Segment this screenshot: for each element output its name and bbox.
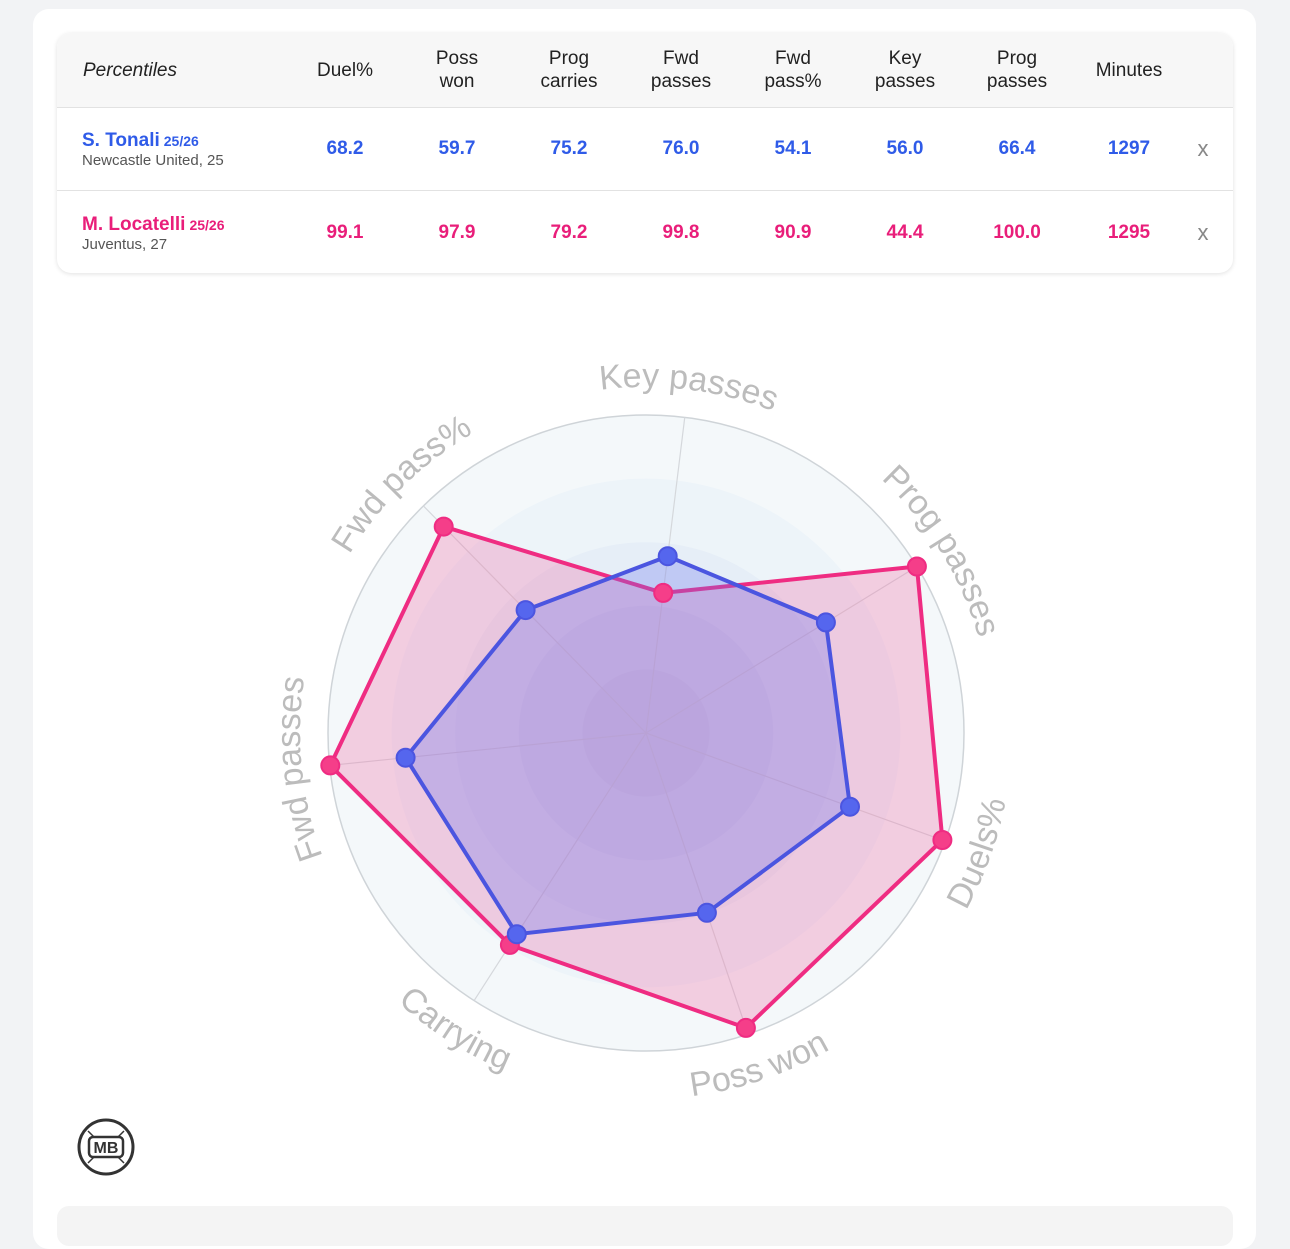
cell-poss-won: 97.9 <box>438 222 476 243</box>
player-name-text: S. Tonali <box>82 130 160 151</box>
logo-text: MB <box>94 1140 119 1157</box>
player-name[interactable]: M. Locatelli 25/26 <box>82 214 225 236</box>
cell-duel-pct: 68.2 <box>326 138 364 159</box>
player-season: 25/26 <box>189 217 225 233</box>
radar-spoke <box>645 417 686 734</box>
cell-key-passes: 56.0 <box>886 138 924 159</box>
header-minutes[interactable]: Minutes <box>1095 59 1163 81</box>
data-point <box>515 600 536 621</box>
axis-label-text: Fwd passes <box>270 674 330 867</box>
player-team-age: Newcastle United, 25 <box>82 152 224 169</box>
axis-label: Key passes <box>597 357 783 419</box>
cell-duel-pct: 99.1 <box>326 222 364 243</box>
data-point <box>932 830 953 850</box>
radar-spoke <box>645 732 749 1035</box>
header-fwd-pass-pct[interactable]: Fwd pass% <box>737 33 849 107</box>
header-percentiles: Percentiles <box>83 59 177 81</box>
data-point <box>735 1017 756 1038</box>
axis-label: Fwd passes <box>270 674 330 867</box>
player-name[interactable]: S. Tonali 25/26 <box>82 130 199 152</box>
data-point <box>906 556 927 577</box>
header-fwd-pass-pct-label: Fwd pass% <box>764 48 822 92</box>
header-key-passes[interactable]: Key passes <box>849 33 961 107</box>
bottom-panel <box>57 1206 1233 1246</box>
header-prog-passes[interactable]: Prog passes <box>961 33 1073 107</box>
radar-spoke <box>329 732 647 767</box>
axis-label-text: Key passes <box>597 357 783 419</box>
cell-prog-carries: 79.2 <box>550 222 588 243</box>
header-fwd-passes[interactable]: Fwd passes <box>625 33 737 107</box>
radar-outer-ring <box>327 414 965 1052</box>
cell-prog-passes: 66.4 <box>998 138 1036 159</box>
mb-logo-icon: MB <box>77 1118 135 1176</box>
remove-player-button[interactable]: x <box>1197 220 1209 245</box>
radar-spoke <box>473 732 647 1001</box>
header-poss-won-label: Poss won <box>435 48 479 92</box>
table-header: Percentiles Duel% Poss won Prog carries … <box>57 33 1233 108</box>
cell-prog-passes: 100.0 <box>993 222 1041 243</box>
header-prog-carries-label: Prog carries <box>540 48 598 92</box>
data-point <box>657 546 678 567</box>
table-row-tonali: S. Tonali 25/26 Newcastle United, 25 68.2… <box>57 108 1233 191</box>
cell-fwd-passes: 76.0 <box>662 138 700 159</box>
player-season: 25/26 <box>163 133 199 149</box>
cell-key-passes: 44.4 <box>886 222 924 243</box>
header-prog-carries[interactable]: Prog carries <box>513 33 625 107</box>
cell-minutes: 1297 <box>1107 138 1151 159</box>
table-row-locatelli: M. Locatelli 25/26 Juventus, 27 99.1 97.9… <box>57 192 1233 273</box>
cell-fwd-passes: 99.8 <box>662 222 700 243</box>
radar-spoke <box>645 732 946 842</box>
header-prog-passes-label: Prog passes <box>986 48 1048 92</box>
cell-prog-carries: 75.2 <box>550 138 588 159</box>
data-point <box>815 612 836 633</box>
series-area-0 <box>403 554 852 937</box>
data-point <box>320 755 341 776</box>
header-duel-pct[interactable]: Duel% <box>317 59 373 81</box>
radar-spoke <box>422 505 647 734</box>
cell-minutes: 1295 <box>1107 222 1151 243</box>
remove-player-button[interactable]: x <box>1197 136 1209 161</box>
data-point <box>506 924 527 945</box>
radar-spoke <box>645 565 918 734</box>
player-team-age: Juventus, 27 <box>82 236 168 253</box>
data-point <box>395 747 416 768</box>
cell-fwd-pass-pct: 90.9 <box>774 222 812 243</box>
series-area-1 <box>328 524 945 1030</box>
cell-fwd-pass-pct: 54.1 <box>774 138 812 159</box>
data-point <box>840 796 860 817</box>
cell-poss-won: 59.7 <box>438 138 476 159</box>
header-fwd-passes-label: Fwd passes <box>650 48 712 92</box>
header-poss-won[interactable]: Poss won <box>401 33 513 107</box>
header-key-passes-label: Key passes <box>874 48 936 92</box>
data-point <box>653 582 674 603</box>
player-name-text: M. Locatelli <box>82 214 186 235</box>
percentiles-table: Percentiles Duel% Poss won Prog carries … <box>57 33 1233 273</box>
data-point <box>696 902 717 923</box>
data-point <box>433 516 454 537</box>
